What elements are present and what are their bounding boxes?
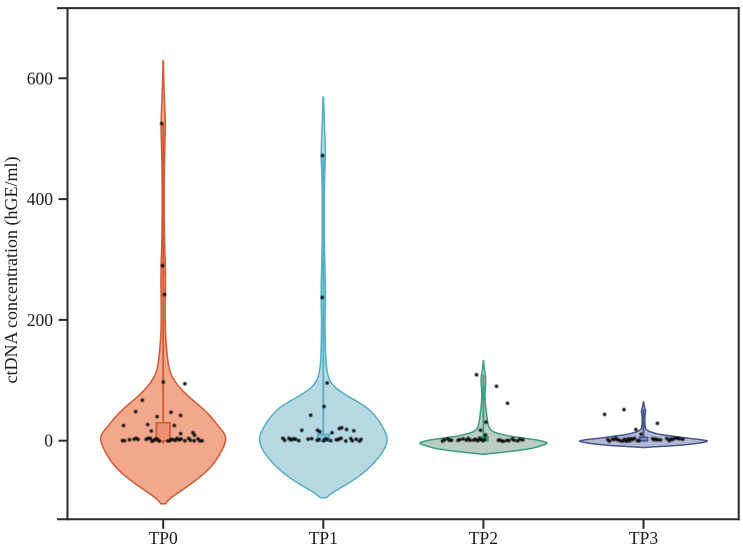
svg-text:TP0: TP0 — [149, 528, 178, 548]
svg-text:400: 400 — [27, 189, 54, 209]
svg-text:600: 600 — [27, 68, 54, 88]
svg-text:0: 0 — [44, 431, 53, 451]
svg-text:TP2: TP2 — [469, 528, 498, 548]
svg-text:TP1: TP1 — [309, 528, 338, 548]
svg-text:ctDNA concentration (hGE/ml): ctDNA concentration (hGE/ml) — [1, 157, 22, 384]
svg-text:200: 200 — [27, 310, 54, 330]
svg-text:TP3: TP3 — [629, 528, 658, 548]
